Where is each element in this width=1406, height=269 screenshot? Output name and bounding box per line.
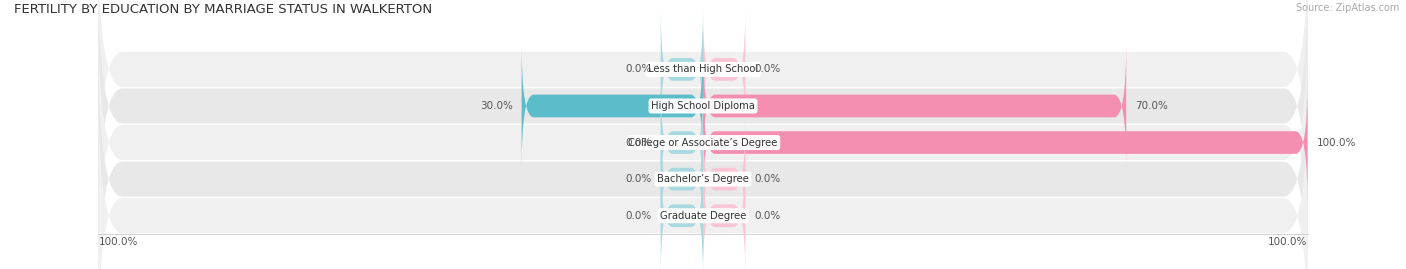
Text: 70.0%: 70.0%	[1135, 101, 1168, 111]
Text: 100.0%: 100.0%	[1316, 137, 1355, 148]
FancyBboxPatch shape	[98, 14, 1308, 269]
Text: Source: ZipAtlas.com: Source: ZipAtlas.com	[1295, 3, 1399, 13]
Text: 0.0%: 0.0%	[626, 64, 651, 75]
FancyBboxPatch shape	[703, 44, 1126, 168]
Text: Less than High School: Less than High School	[648, 64, 758, 75]
FancyBboxPatch shape	[98, 0, 1308, 198]
FancyBboxPatch shape	[98, 50, 1308, 269]
FancyBboxPatch shape	[661, 117, 703, 241]
Text: 0.0%: 0.0%	[755, 174, 780, 184]
FancyBboxPatch shape	[661, 8, 703, 131]
FancyBboxPatch shape	[98, 0, 1308, 235]
Text: FERTILITY BY EDUCATION BY MARRIAGE STATUS IN WALKERTON: FERTILITY BY EDUCATION BY MARRIAGE STATU…	[14, 3, 432, 16]
Text: 0.0%: 0.0%	[626, 174, 651, 184]
FancyBboxPatch shape	[661, 154, 703, 269]
Text: Bachelor’s Degree: Bachelor’s Degree	[657, 174, 749, 184]
FancyBboxPatch shape	[703, 81, 1308, 204]
Text: College or Associate’s Degree: College or Associate’s Degree	[628, 137, 778, 148]
FancyBboxPatch shape	[98, 87, 1308, 269]
Text: Graduate Degree: Graduate Degree	[659, 211, 747, 221]
Text: 100.0%: 100.0%	[98, 237, 138, 247]
FancyBboxPatch shape	[703, 154, 745, 269]
Text: 0.0%: 0.0%	[626, 137, 651, 148]
Text: 30.0%: 30.0%	[479, 101, 513, 111]
Text: 0.0%: 0.0%	[755, 211, 780, 221]
FancyBboxPatch shape	[661, 81, 703, 204]
Text: 0.0%: 0.0%	[626, 211, 651, 221]
Text: 0.0%: 0.0%	[755, 64, 780, 75]
FancyBboxPatch shape	[703, 117, 745, 241]
Text: High School Diploma: High School Diploma	[651, 101, 755, 111]
Text: 100.0%: 100.0%	[1268, 237, 1308, 247]
FancyBboxPatch shape	[703, 8, 745, 131]
FancyBboxPatch shape	[522, 44, 703, 168]
